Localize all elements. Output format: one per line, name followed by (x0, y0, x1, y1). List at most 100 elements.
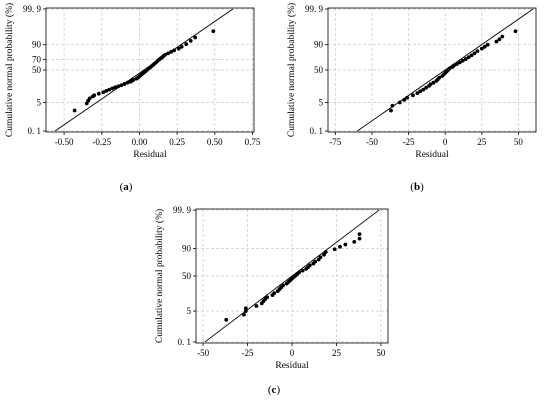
y-tick-label: 0. 1 (28, 126, 42, 136)
data-point (485, 42, 490, 47)
data-point (125, 80, 130, 85)
data-point (116, 84, 121, 89)
chart-panel-a: -0.50 -0.25 0.00 0.25 0.50 0.75 0. 1 5 50 70 90 99.… (0, 0, 262, 170)
data-point (272, 291, 277, 296)
data-point (497, 37, 502, 42)
data-point (96, 91, 101, 96)
x-tick-label: 25 (477, 137, 487, 147)
data-point (424, 85, 429, 90)
data-point (463, 57, 468, 61)
x-axis-label: Residual (275, 361, 309, 371)
data-point (397, 100, 402, 105)
y-axis-label: Cumulative normal probability (%) (154, 209, 165, 343)
y-tick-label: 99. 9 (305, 4, 324, 14)
data-point (176, 46, 181, 51)
data-point (297, 270, 302, 275)
x-tick-label: -50 (197, 348, 209, 358)
data-point (475, 49, 480, 54)
data-point (466, 55, 471, 60)
data-point (87, 96, 92, 101)
caption-c-close: ) (276, 384, 281, 396)
x-tick-label: -25 (403, 137, 415, 147)
y-tick-label: 99. 9 (23, 4, 42, 14)
x-tick-label: 0.50 (207, 137, 223, 147)
caption-c-letter: c (271, 384, 277, 396)
data-point (169, 50, 174, 54)
data-point (243, 306, 248, 311)
data-point (224, 317, 229, 322)
caption-a: (a) (106, 181, 146, 193)
data-point (405, 95, 409, 100)
data-point (131, 77, 136, 82)
x-tick-label: 50 (376, 348, 386, 358)
caption-b-open: ( (410, 181, 414, 193)
y-axis-label: Cumulative normal probability (%) (4, 3, 15, 137)
y-tick-label: 90 (314, 40, 324, 50)
caption-a-letter: a (123, 181, 129, 193)
data-point (322, 252, 326, 257)
data-point (243, 309, 248, 313)
data-point (460, 58, 465, 63)
data-point (313, 259, 318, 264)
y-tick-label: 50 (314, 65, 324, 75)
data-point (431, 80, 436, 85)
data-point (338, 244, 342, 249)
x-tick-label: 0 (443, 137, 448, 147)
reference-fit-line (204, 209, 380, 343)
y-tick-label: 50 (32, 65, 42, 75)
data-point (428, 82, 433, 87)
data-point (352, 240, 357, 244)
data-point (513, 29, 518, 34)
data-point (113, 85, 118, 90)
data-point (242, 312, 246, 317)
reference-fit-line (357, 8, 534, 132)
data-point (357, 232, 362, 237)
data-point (469, 53, 474, 58)
data-point (122, 82, 127, 86)
data-point (104, 88, 109, 93)
normal-probability-plot-b: -75 -50 -25 0 25 50 0. 1 5 50 90 99. 9 Residual Cumu… (286, 3, 537, 160)
data-point (332, 247, 337, 252)
data-point (482, 44, 487, 49)
data-point (188, 38, 193, 43)
data-point (254, 304, 259, 308)
x-tick-label: -75 (329, 137, 341, 147)
data-point (193, 35, 198, 40)
data-point (457, 60, 462, 65)
data-point (500, 34, 505, 39)
data-point (437, 75, 442, 80)
caption-c: (c) (254, 384, 294, 396)
y-tick-label: 5 (37, 97, 42, 107)
x-tick-label: -50 (366, 137, 378, 147)
data-point (402, 97, 407, 102)
data-point (494, 39, 499, 44)
data-point (119, 83, 124, 88)
data-point (318, 255, 323, 260)
chart-panel-b: -75 -50 -25 0 25 50 0. 1 5 50 90 99. 9 Residual Cumu… (282, 0, 544, 170)
x-tick-label: 0 (290, 348, 295, 358)
x-tick-label: -0.50 (55, 137, 74, 147)
x-axis-label: Residual (415, 150, 449, 160)
data-point (92, 93, 97, 98)
x-tick-label: -25 (242, 348, 254, 358)
data-point (307, 263, 312, 268)
data-point (447, 66, 452, 71)
y-tick-label: 5 (319, 97, 324, 107)
x-tick-label: 50 (514, 137, 524, 147)
y-tick-label: 0. 1 (178, 337, 192, 347)
data-point (472, 51, 477, 56)
data-point (343, 242, 348, 247)
data-point (84, 101, 89, 106)
data-point (411, 93, 415, 98)
caption-b: (b) (397, 181, 437, 193)
data-point (452, 63, 456, 68)
data-point (281, 283, 286, 288)
chart-panel-c: -50 -25 0 25 50 0. 1 5 50 90 99. 9 Residual Cumulat… (150, 201, 398, 371)
data-point (163, 52, 167, 57)
data-point (418, 89, 423, 94)
data-point (110, 86, 115, 91)
data-point (323, 250, 328, 254)
x-tick-label: 0.75 (245, 137, 261, 147)
caption-b-close: ) (420, 181, 424, 193)
data-point (265, 295, 270, 300)
